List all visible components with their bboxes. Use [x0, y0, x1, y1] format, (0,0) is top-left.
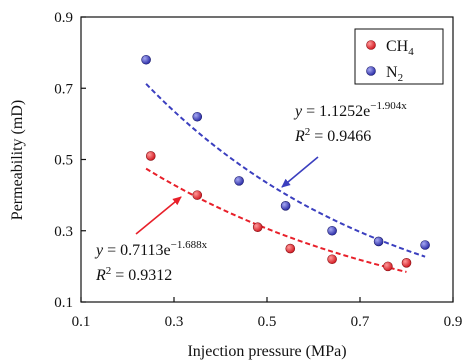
y-tick-label: 0.3: [54, 224, 73, 240]
y-tick-label: 0.1: [54, 295, 73, 311]
x-tick-label: 0.3: [165, 314, 184, 330]
x-tick-label: 0.9: [444, 314, 463, 330]
data-point-ch4: [327, 254, 337, 265]
data-point-n2: [327, 225, 337, 236]
n2-fit-equation: y = 1.1252e−1.904x: [293, 100, 407, 120]
n2-annotation-arrow: [281, 156, 319, 188]
data-point-n2: [234, 176, 244, 186]
axis-ticks: 0.1 0.3 0.5 0.7 0.9 0.1 0.3 0.5 0.7 0.9: [54, 10, 462, 330]
x-axis-label: Injection pressure (MPa): [187, 343, 346, 360]
data-point-n2: [280, 201, 291, 211]
ch4-fit-r2: R2 = 0.9312: [95, 265, 172, 284]
legend-label-n2: N2: [386, 64, 403, 84]
legend-label-ch4: CH4: [386, 38, 414, 58]
data-point-ch4: [383, 261, 393, 272]
fit-curve-ch4: [145, 167, 407, 273]
legend: CH4 N2: [354, 28, 444, 85]
data-point-n2: [420, 240, 430, 250]
data-point-n2: [141, 54, 151, 65]
data-point-ch4: [192, 190, 203, 200]
y-tick-label: 0.5: [54, 153, 73, 169]
data-points: [141, 54, 430, 272]
ch4-annotation-arrow: [135, 196, 182, 235]
x-tick-label: 0.7: [351, 314, 370, 330]
legend-marker-n2: [366, 66, 376, 76]
y-tick-label: 0.7: [54, 81, 73, 97]
y-tick-label: 0.9: [54, 10, 73, 26]
y-axis-label: Permeability (mD): [9, 100, 26, 220]
x-tick-label: 0.1: [72, 314, 91, 330]
data-point-ch4: [145, 151, 156, 161]
data-point-ch4: [401, 258, 412, 268]
data-point-n2: [373, 236, 384, 247]
x-tick-label: 0.5: [258, 314, 277, 330]
data-point-ch4: [252, 222, 263, 232]
ch4-fit-equation: y = 0.7113e−1.688x: [94, 239, 208, 259]
data-point-n2: [192, 111, 203, 122]
data-point-ch4: [285, 243, 296, 254]
legend-marker-ch4: [366, 40, 376, 50]
n2-fit-r2: R2 = 0.9466: [294, 126, 371, 145]
